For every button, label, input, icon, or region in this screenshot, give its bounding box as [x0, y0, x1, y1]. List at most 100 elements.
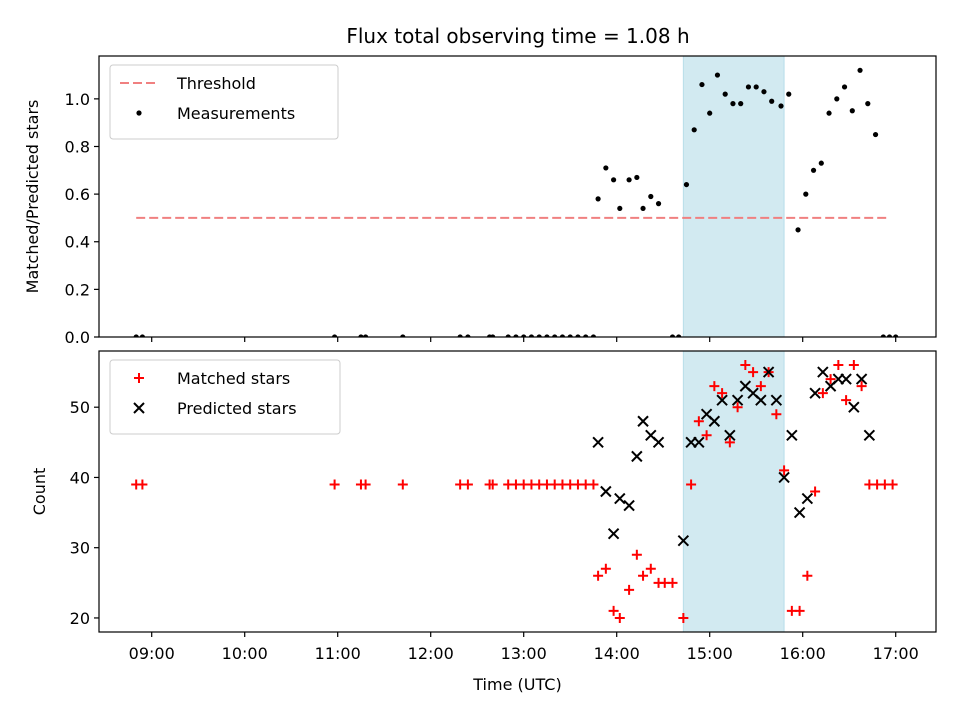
y-tick-label: 50 — [70, 398, 90, 417]
y-tick-label: 0.2 — [65, 280, 90, 299]
data-point — [714, 72, 721, 78]
data-point — [603, 165, 609, 171]
data-point — [801, 492, 814, 505]
data-point — [583, 334, 589, 337]
data-point — [786, 91, 792, 97]
data-point — [678, 612, 689, 623]
data-point — [825, 374, 836, 385]
legend-label: Matched stars — [177, 369, 290, 388]
x-tick-label: 09:00 — [129, 644, 175, 663]
data-point — [332, 334, 338, 337]
data-point — [745, 84, 752, 90]
data-point — [865, 101, 871, 107]
data-point — [833, 360, 844, 371]
data-point — [686, 479, 697, 490]
data-point — [779, 465, 790, 476]
x-tick-label: 13:00 — [501, 644, 547, 663]
data-point — [778, 471, 790, 484]
data-point — [709, 381, 720, 392]
data-point — [465, 334, 471, 337]
data-point — [607, 527, 620, 540]
data-point — [722, 91, 728, 97]
y-tick-label: 1.0 — [65, 90, 90, 109]
data-point — [708, 415, 721, 427]
legend-label: Predicted stars — [177, 399, 297, 418]
data-point — [762, 366, 775, 378]
data-point — [717, 388, 728, 399]
data-point — [645, 563, 656, 574]
data-point — [769, 98, 775, 104]
data-point — [614, 612, 625, 623]
series-matched-stars — [131, 360, 898, 623]
data-point — [857, 67, 863, 73]
data-point — [608, 605, 619, 616]
data-point — [631, 450, 643, 463]
top-panel: 0.0 0.2 0.4 0.6 0.8 1.0 Matched/Predicted star… — [23, 55, 937, 347]
y-tick-label: 0.8 — [65, 137, 90, 156]
data-point — [614, 492, 626, 505]
plot-area — [133, 67, 899, 337]
data-point — [810, 486, 821, 497]
data-point — [137, 479, 148, 490]
data-point — [809, 387, 821, 399]
data-point — [748, 367, 759, 378]
data-point — [886, 334, 893, 337]
legend-swatch — [134, 373, 144, 383]
data-point — [139, 334, 145, 337]
data-point — [863, 429, 876, 442]
data-point — [513, 334, 519, 337]
series-measurements — [133, 67, 899, 337]
data-point — [623, 499, 635, 512]
data-point — [626, 177, 632, 183]
data-point — [803, 191, 809, 197]
x-tick-label: 17:00 — [873, 644, 919, 663]
data-point — [617, 205, 623, 212]
data-point — [640, 205, 646, 212]
data-point — [817, 388, 828, 399]
data-point — [677, 534, 690, 547]
data-point — [329, 479, 340, 490]
x-tick-label: 15:00 — [687, 644, 733, 663]
data-point — [699, 81, 705, 88]
x-tick-label: 16:00 — [780, 644, 826, 663]
data-point — [724, 429, 736, 442]
data-point — [794, 605, 805, 616]
y-tick-label: 0.6 — [65, 185, 90, 204]
axes-frame — [98, 55, 937, 338]
data-point — [667, 577, 678, 588]
y-tick-label: 0.4 — [65, 233, 90, 252]
data-point — [634, 174, 640, 181]
data-point — [575, 334, 581, 337]
x-tick-label: 10:00 — [222, 644, 268, 663]
data-point — [400, 334, 406, 337]
data-point — [358, 334, 364, 337]
data-point — [648, 193, 654, 200]
data-point — [691, 127, 697, 133]
data-point — [826, 110, 832, 116]
y-tick-label: 20 — [70, 609, 90, 628]
data-point — [738, 101, 744, 107]
legend: Threshold Measurements — [109, 64, 339, 140]
data-point — [693, 416, 704, 427]
data-point — [567, 334, 573, 337]
x-axis-label: Time (UTC) — [472, 675, 561, 694]
data-point — [731, 394, 744, 406]
data-point — [856, 381, 867, 392]
data-point — [536, 334, 542, 337]
data-point — [810, 167, 817, 173]
series-predicted-stars — [592, 366, 876, 547]
data-point — [552, 334, 558, 337]
bottom-panel: 20 30 40 50 09:00 10:00 11:00 12:00 13:00 14:00 15… — [30, 350, 937, 694]
y-axis-label: Matched/Predicted stars — [23, 100, 42, 294]
data-point — [730, 101, 736, 107]
data-point — [544, 334, 550, 337]
plot-area — [131, 360, 898, 623]
y-tick-label: 0.0 — [65, 328, 90, 347]
data-point — [363, 334, 369, 337]
data-point — [778, 103, 784, 109]
data-point — [834, 96, 840, 102]
data-point — [521, 334, 527, 337]
data-point — [683, 181, 690, 188]
data-point — [848, 401, 860, 413]
data-point — [637, 415, 649, 427]
